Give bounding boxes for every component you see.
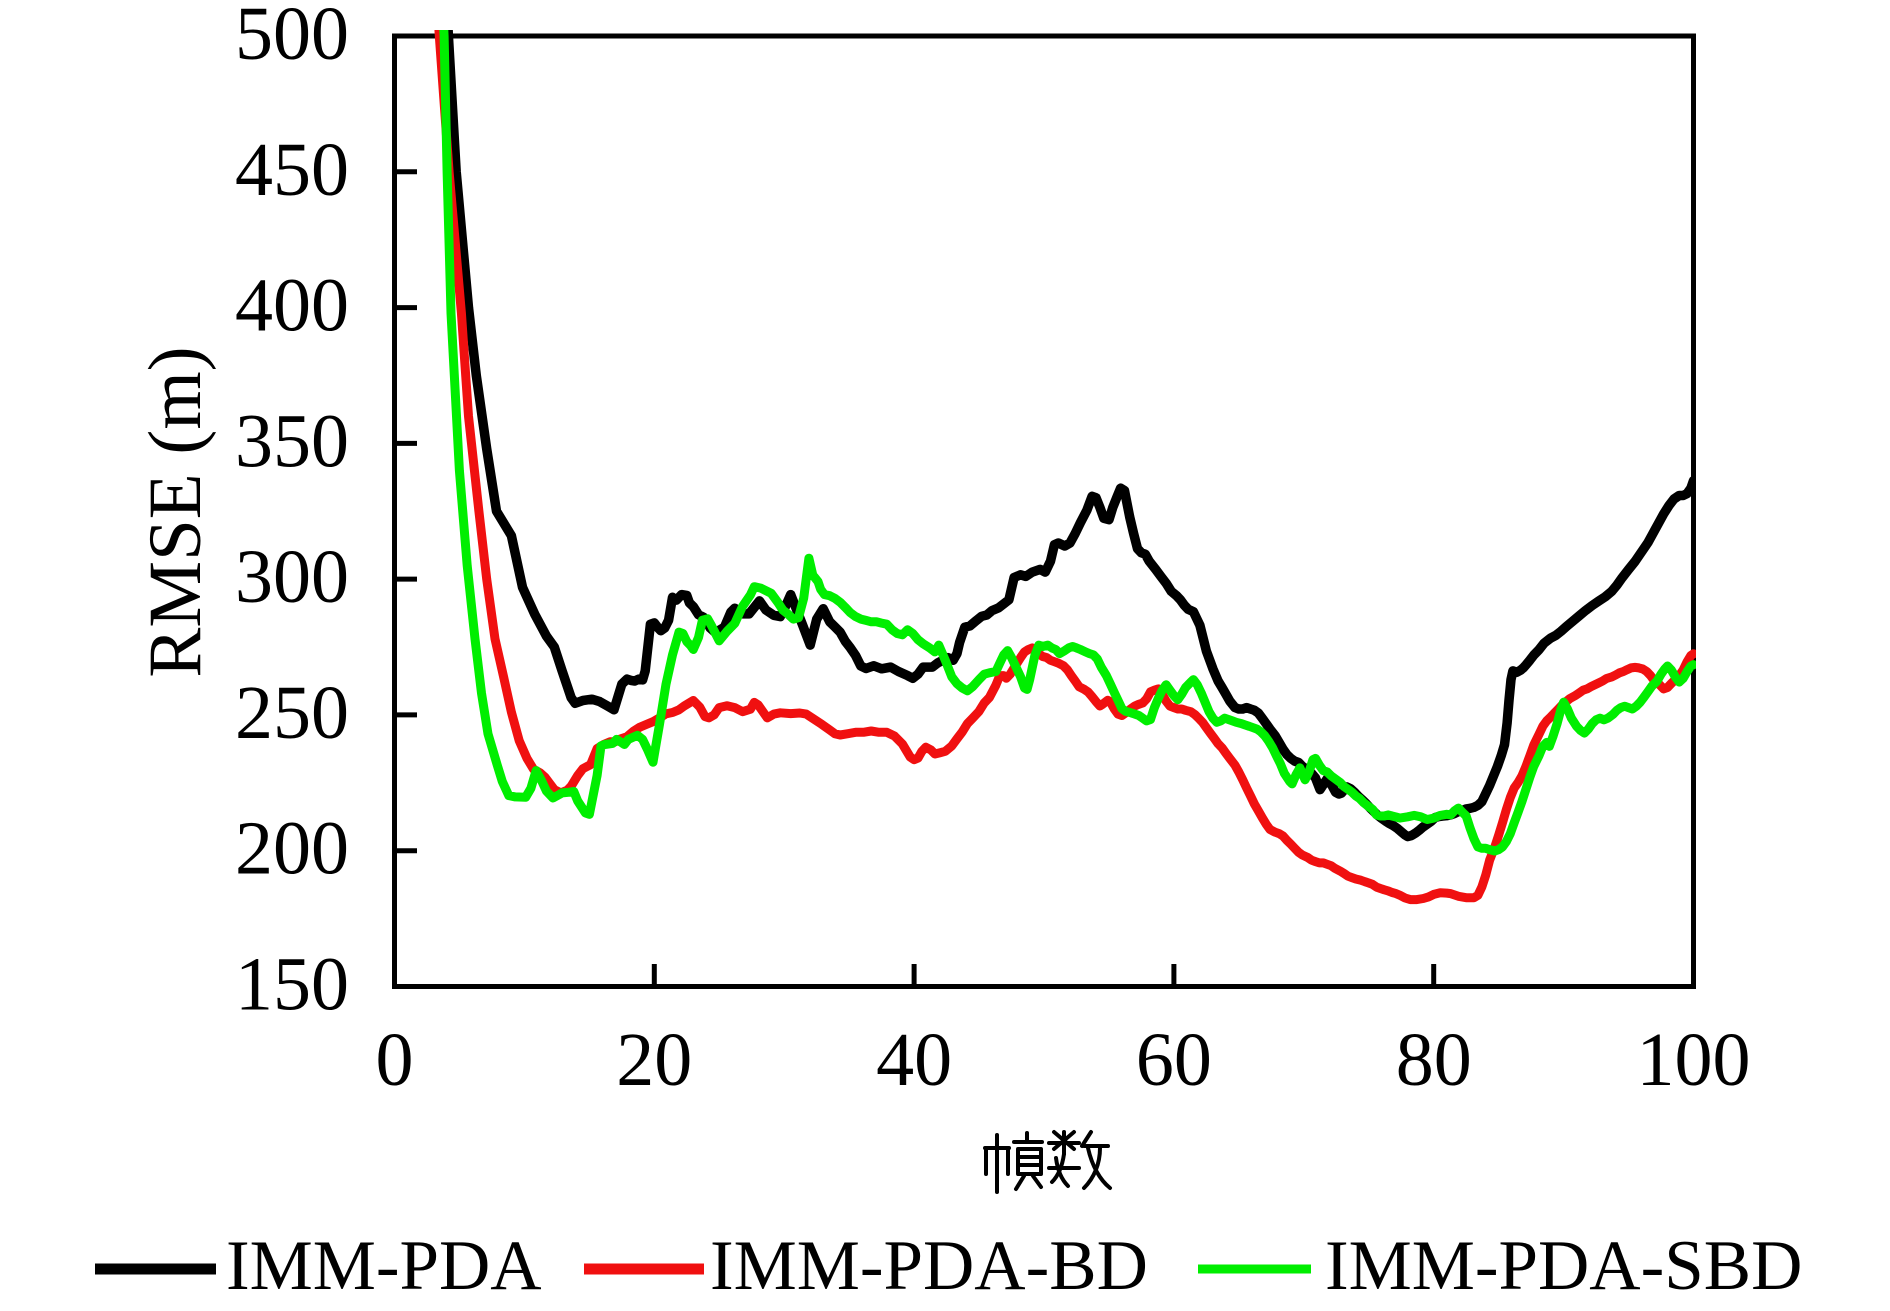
svg-text:500: 500 — [235, 0, 349, 76]
svg-text:40: 40 — [876, 1018, 952, 1102]
svg-text:250: 250 — [235, 671, 349, 755]
svg-text:150: 150 — [235, 943, 349, 1027]
svg-text:RMSE (m): RMSE (m) — [134, 346, 217, 677]
svg-text:0: 0 — [376, 1018, 414, 1102]
svg-text:200: 200 — [235, 807, 349, 891]
svg-text:100: 100 — [1637, 1018, 1751, 1102]
svg-text:400: 400 — [235, 264, 349, 348]
svg-text:300: 300 — [235, 535, 349, 619]
svg-text:20: 20 — [616, 1018, 692, 1102]
svg-text:80: 80 — [1396, 1018, 1472, 1102]
svg-text:60: 60 — [1136, 1018, 1212, 1102]
svg-text:350: 350 — [235, 399, 349, 483]
svg-text:IMM-PDA: IMM-PDA — [226, 1227, 542, 1305]
svg-text:IMM-PDA-BD: IMM-PDA-BD — [710, 1227, 1148, 1305]
svg-text:450: 450 — [235, 128, 349, 212]
svg-text:IMM-PDA-SBD: IMM-PDA-SBD — [1325, 1227, 1802, 1305]
